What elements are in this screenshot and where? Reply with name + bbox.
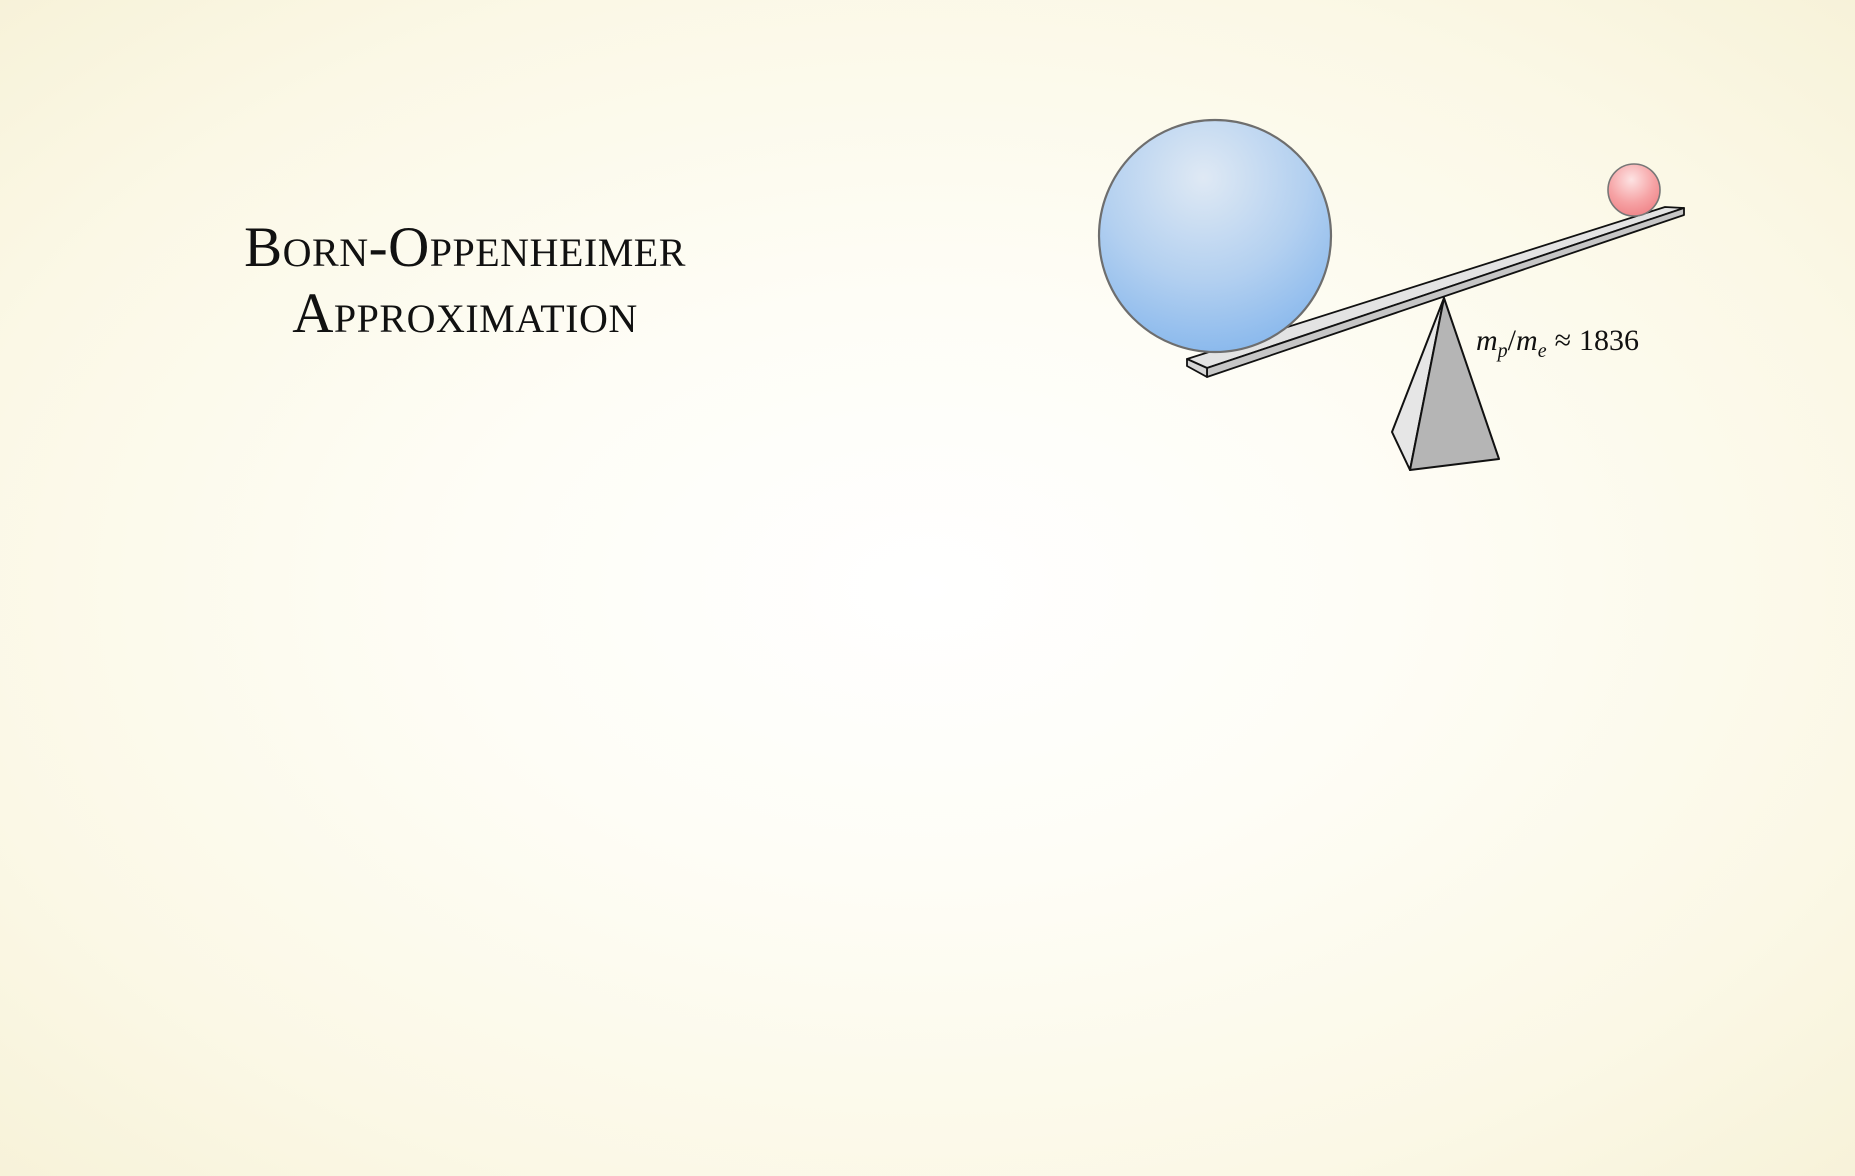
title-line-1: Born-Oppenheimer [244,216,686,279]
fulcrum-pyramid [1391,297,1500,471]
ratio-subscript-p: p [1496,340,1508,362]
ratio-slash: / [1508,324,1517,357]
slide-title: Born-Oppenheimer Approximation [175,215,755,347]
ratio-value: 1836 [1579,324,1639,357]
ratio-subscript-e: e [1538,340,1547,362]
title-line-2: Approximation [292,282,638,345]
ratio-approx-symbol: ≈ [1555,324,1571,357]
ratio-m-e: m [1516,324,1538,357]
mass-ratio-label: mp/me ≈1836 [1476,324,1639,362]
seesaw-plank [1186,206,1685,378]
nucleus-sphere [1097,118,1333,354]
electron-sphere [1607,163,1661,217]
fulcrum-front-face [1409,297,1500,471]
plank-end-face [1186,358,1208,378]
ratio-m-p: m [1476,324,1498,357]
